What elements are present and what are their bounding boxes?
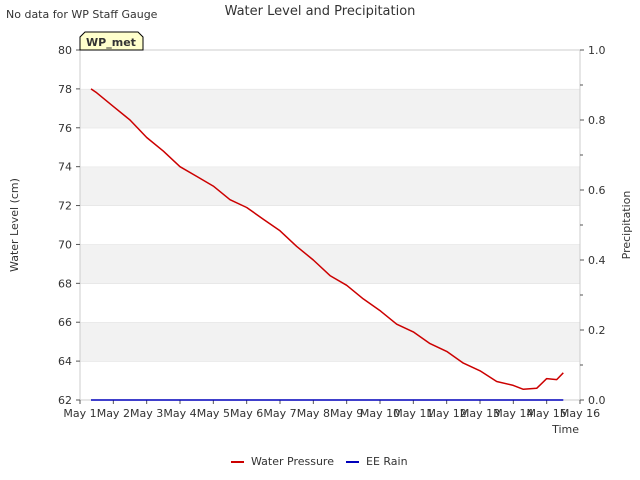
x-tick-label: May 6 [230, 407, 263, 420]
series-line-water-pressure [90, 88, 564, 391]
x-axis-label: Time [551, 423, 579, 436]
y-tick-label-right: 0.6 [588, 184, 606, 197]
y-tick-label-left: 64 [58, 355, 72, 368]
grid-band [80, 322, 580, 362]
x-tick-label: May 14 [493, 407, 533, 420]
y-axis-right-label: Precipitation [620, 191, 633, 260]
x-tick-label: May 11 [393, 407, 433, 420]
y-tick-label-left: 72 [58, 200, 72, 213]
grid-band [80, 127, 580, 167]
x-tick-label: May 13 [460, 407, 500, 420]
x-tick-label: May 3 [130, 407, 163, 420]
y-tick-label-right: 0.2 [588, 324, 606, 337]
y-tick-label-right: 0.4 [588, 254, 606, 267]
x-tick-label: May 9 [330, 407, 363, 420]
legend-item-water-pressure: Water Pressure [231, 455, 334, 468]
x-tick-label: May 12 [427, 407, 467, 420]
x-tick-label: May 7 [263, 407, 296, 420]
series-layer [90, 88, 564, 401]
legend-label-ee-rain: EE Rain [366, 455, 408, 468]
station-label-box: WP_met [79, 31, 144, 51]
legend-label-water-pressure: Water Pressure [251, 455, 334, 468]
x-axis: May 1 May 2 May 3 May 4 May 5 May 6 May 7 May 8… [63, 400, 600, 420]
y-tick-label-left: 62 [58, 394, 72, 407]
y-tick-label-left: 68 [58, 277, 72, 290]
station-label: WP_met [86, 36, 136, 49]
chart-title: Water Level and Precipitation [225, 4, 416, 19]
x-tick-label: May 15 [527, 407, 567, 420]
y-axis-right: 0.0 0.2 0.4 0.6 0.8 1.0 [580, 44, 606, 407]
y-tick-label-right: 0.8 [588, 114, 606, 127]
x-tick-label: May 4 [163, 407, 196, 420]
y-tick-label-left: 70 [58, 238, 72, 251]
station-label-shape [79, 31, 144, 51]
y-tick-label-left: 74 [58, 161, 72, 174]
x-tick-label: May 16 [560, 407, 600, 420]
legend-item-ee-rain: EE Rain [346, 455, 408, 468]
y-tick-label-left: 80 [58, 44, 72, 57]
y-tick-label-left: 76 [58, 122, 72, 135]
grid-band [80, 88, 580, 128]
y-tick-label-right: 1.0 [588, 44, 606, 57]
grid-band [80, 166, 580, 206]
grid-band [80, 205, 580, 245]
x-tick-label: May 2 [97, 407, 130, 420]
grid-band [80, 283, 580, 323]
no-data-note: No data for WP Staff Gauge [6, 8, 158, 21]
y-axis-left-label: Water Level (cm) [8, 178, 21, 272]
y-tick-label-left: 66 [58, 316, 72, 329]
y-tick-label-left: 78 [58, 83, 72, 96]
x-tick-label: May 8 [297, 407, 330, 420]
y-tick-label-right: 0.0 [588, 394, 606, 407]
grid-band [80, 50, 580, 89]
x-tick-label: May 10 [360, 407, 400, 420]
x-tick-label: May 1 [63, 407, 96, 420]
legend: Water Pressure EE Rain [231, 455, 408, 468]
grid-band [80, 361, 580, 400]
grid-bands [80, 49, 580, 400]
y-axis-left: 62 64 66 68 70 72 74 76 78 80 [58, 44, 80, 407]
grid-band [80, 244, 580, 284]
x-tick-label: May 5 [197, 407, 230, 420]
